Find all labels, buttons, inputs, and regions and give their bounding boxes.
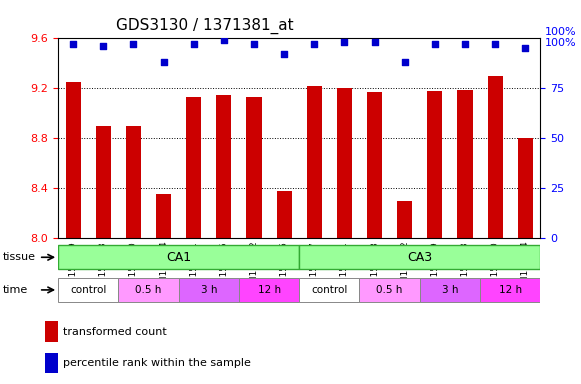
Bar (427, 91, 442, 238)
Bar (216, 94, 231, 238)
Point (400, 59, 410, 65)
Point (521, 45, 530, 51)
Text: percentile rank within the sample: percentile rank within the sample (63, 358, 251, 368)
Point (430, 41, 439, 48)
Bar (277, 190, 292, 238)
Bar (337, 88, 352, 238)
Text: tissue: tissue (3, 252, 36, 262)
Bar (156, 194, 171, 238)
Bar (126, 126, 141, 238)
Point (189, 41, 198, 48)
Text: transformed count: transformed count (63, 327, 167, 337)
Bar (66, 82, 81, 238)
Text: control: control (70, 285, 106, 295)
Text: 0.5 h: 0.5 h (135, 285, 162, 295)
Bar (96, 126, 111, 238)
FancyBboxPatch shape (360, 278, 419, 302)
FancyBboxPatch shape (480, 278, 540, 302)
FancyBboxPatch shape (299, 278, 360, 302)
Text: 3 h: 3 h (442, 285, 458, 295)
FancyBboxPatch shape (58, 278, 119, 302)
Point (159, 59, 168, 65)
Text: 0.5 h: 0.5 h (376, 285, 403, 295)
FancyBboxPatch shape (119, 278, 178, 302)
Bar (397, 200, 413, 238)
Bar (457, 89, 472, 238)
Text: CA1: CA1 (166, 251, 191, 264)
FancyBboxPatch shape (58, 245, 299, 270)
Text: 12 h: 12 h (498, 285, 522, 295)
Bar (518, 138, 533, 238)
Point (490, 41, 500, 48)
Point (219, 37, 228, 43)
Text: 3 h: 3 h (200, 285, 217, 295)
Bar (487, 76, 503, 238)
Bar (367, 92, 382, 238)
Bar (186, 97, 201, 238)
FancyBboxPatch shape (419, 278, 480, 302)
FancyBboxPatch shape (299, 245, 540, 270)
Text: 100%: 100% (545, 38, 577, 48)
Bar (246, 97, 261, 238)
Bar (45, 353, 58, 373)
Point (99, 43, 108, 50)
Point (249, 41, 259, 48)
Point (69, 41, 78, 48)
Point (279, 51, 289, 58)
Point (460, 41, 469, 48)
Text: 12 h: 12 h (257, 285, 281, 295)
Bar (307, 86, 322, 238)
FancyBboxPatch shape (239, 278, 299, 302)
Text: control: control (311, 285, 347, 295)
Point (340, 39, 349, 45)
Point (370, 39, 379, 45)
Text: GDS3130 / 1371381_at: GDS3130 / 1371381_at (116, 18, 293, 34)
Bar (45, 321, 58, 342)
Text: time: time (3, 285, 28, 295)
Text: CA3: CA3 (407, 251, 432, 264)
Text: 100%: 100% (545, 27, 577, 37)
FancyBboxPatch shape (178, 278, 239, 302)
Point (310, 41, 319, 48)
Point (129, 41, 138, 48)
